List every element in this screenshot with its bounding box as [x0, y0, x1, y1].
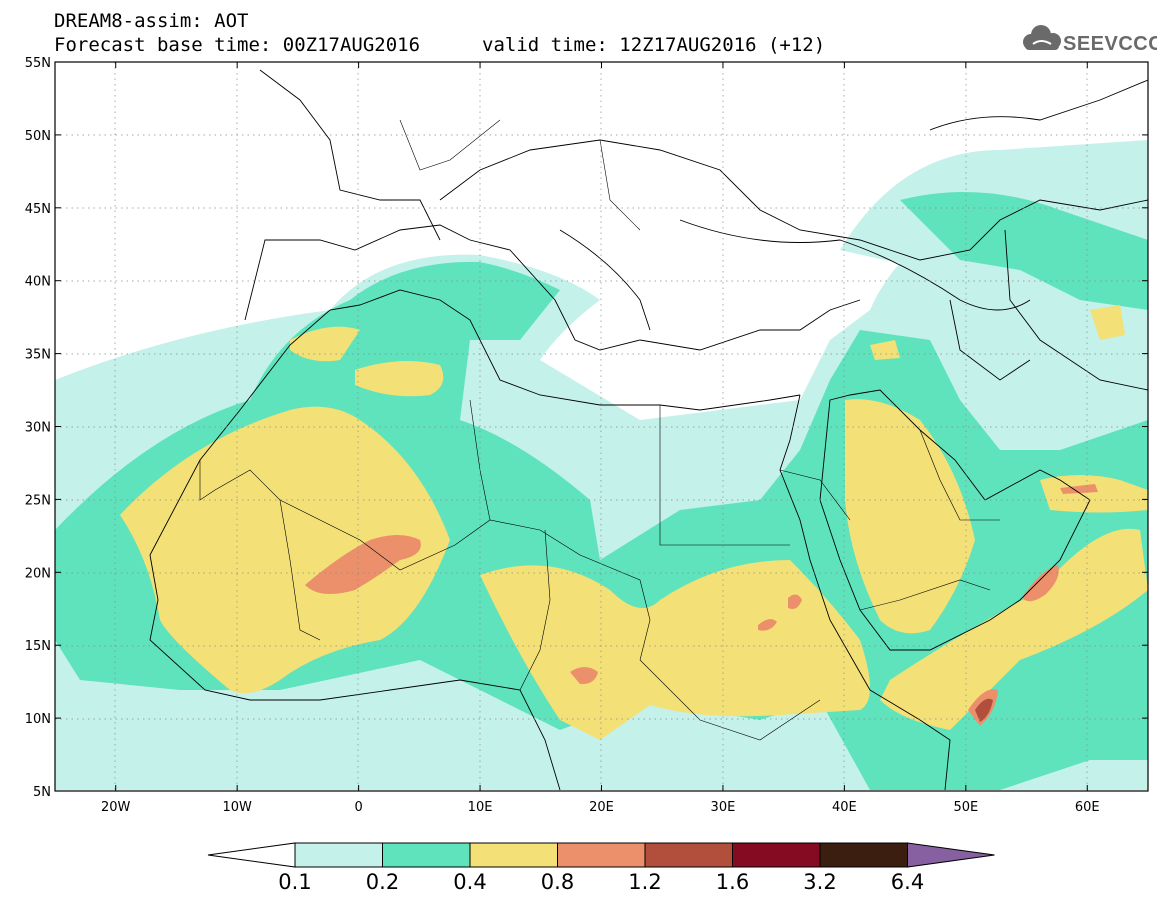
lon-tick-label: 0 [354, 800, 362, 815]
seevccc-logo: SEEVCCC [1023, 25, 1157, 55]
aot-colorbar: 0.1 0.2 0.4 0.8 1.2 1.6 3.2 6.4 [207, 842, 995, 894]
graticule [55, 62, 1148, 791]
colorbar-segment [382, 842, 471, 868]
colorbar-label: 0.8 [541, 870, 574, 894]
lat-tick-label: 35N [25, 348, 51, 363]
lon-tick-label: 20W [101, 800, 131, 815]
colorbar-label: 0.2 [366, 870, 399, 894]
colorbar-label: 1.6 [716, 870, 749, 894]
aot-band-0.4 [120, 305, 1148, 740]
lat-tick-label: 50N [25, 129, 51, 144]
lat-tick-label: 25N [25, 493, 51, 508]
map-title: DREAM8-assim: AOT [54, 10, 249, 32]
logo-text: SEEVCCC [1063, 33, 1157, 55]
lat-tick-label: 20N [25, 566, 51, 581]
colorbar-segment [294, 842, 383, 868]
colorbar-segment [644, 842, 733, 868]
cloud-icon [1023, 25, 1061, 50]
aot-band-0.2 [55, 192, 1148, 790]
colorbar-label: 3.2 [803, 870, 836, 894]
forecast-base-time: Forecast base time: 00Z17AUG2016 [54, 34, 421, 56]
lon-tick-label: 30E [711, 800, 736, 815]
lat-tick-label: 45N [25, 202, 51, 217]
colorbar-label: 1.2 [628, 870, 661, 894]
colorbar-label: 0.1 [278, 870, 311, 894]
colorbar-segment [557, 842, 646, 868]
aot-band-1.2 [975, 698, 993, 722]
aot-field [55, 62, 1148, 791]
colorbar-label: 6.4 [891, 870, 924, 894]
lon-tick-label: 40E [832, 800, 857, 815]
colorbar-segment [207, 842, 296, 868]
longitude-ticks: 20W 10W 0 10E 20E 30E 40E 50E 60E [101, 62, 1100, 815]
lon-tick-label: 10E [468, 800, 493, 815]
forecast-times: Forecast base time: 00Z17AUG2016 valid ti… [54, 34, 825, 56]
lat-tick-label: 30N [25, 421, 51, 436]
lat-tick-label: 15N [25, 639, 51, 654]
latitude-ticks: 55N 50N 45N 40N 35N 30N 25N 20N 15N 10N 5N [25, 56, 1148, 800]
valid-time: valid time: 12Z17AUG2016 (+12) [482, 34, 826, 56]
lon-tick-label: 20E [589, 800, 614, 815]
colorbar-segment [907, 842, 995, 868]
lat-tick-label: 55N [25, 56, 51, 71]
colorbar-segment [469, 842, 558, 868]
colorbar-segment [732, 842, 821, 868]
coastlines [149, 69, 1148, 791]
lon-tick-label: 50E [953, 800, 978, 815]
lat-tick-label: 10N [25, 712, 51, 727]
colorbar-segment [819, 842, 908, 868]
lat-tick-label: 40N [25, 275, 51, 290]
colorbar-label: 0.4 [453, 870, 486, 894]
lon-tick-label: 10W [222, 800, 252, 815]
lat-tick-label: 5N [33, 785, 51, 800]
lon-tick-label: 60E [1075, 800, 1100, 815]
